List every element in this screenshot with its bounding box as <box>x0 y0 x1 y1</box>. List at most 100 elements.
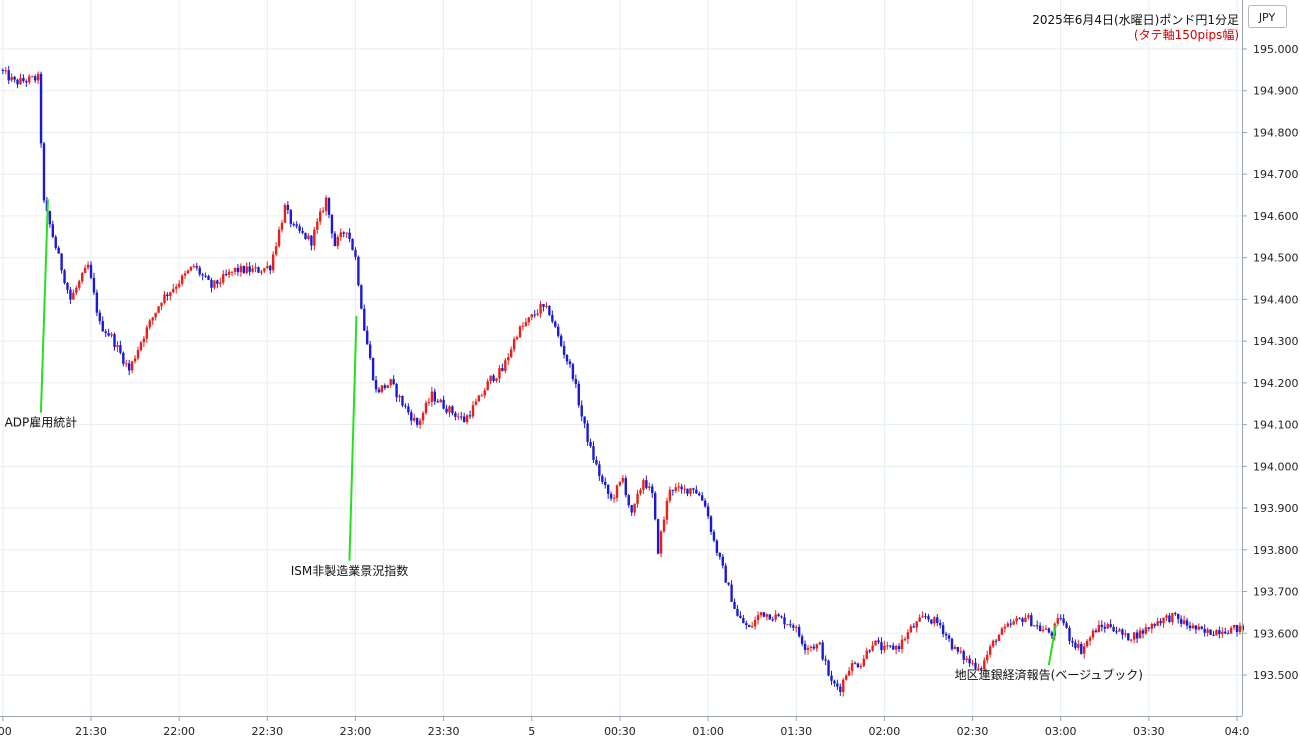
candle <box>116 341 119 353</box>
candle <box>224 269 228 277</box>
candle-body <box>19 77 22 85</box>
candle <box>1056 613 1059 626</box>
candle <box>92 272 96 296</box>
candle-body <box>765 614 769 617</box>
candle <box>548 305 551 316</box>
candle-body <box>316 221 319 230</box>
candle-body <box>606 484 610 494</box>
candle-body <box>280 222 284 230</box>
candle-body <box>48 211 52 225</box>
candle-body <box>991 640 995 647</box>
candle-body <box>460 416 463 418</box>
candle-body <box>1106 624 1109 629</box>
candle <box>1159 618 1162 626</box>
candle-body <box>709 516 713 532</box>
candle-body <box>207 275 210 280</box>
candle-body <box>803 643 807 650</box>
candle <box>756 611 760 625</box>
candle <box>839 683 842 696</box>
candle <box>451 405 454 416</box>
candle <box>101 316 104 332</box>
candle <box>721 554 724 569</box>
candle-body <box>1188 625 1192 629</box>
candle-body <box>172 288 175 293</box>
candle-body <box>559 335 563 346</box>
candle-body <box>545 305 548 307</box>
candle-body <box>1212 634 1215 636</box>
candle-body <box>580 405 583 417</box>
candle <box>392 375 395 386</box>
candle-body <box>595 459 598 465</box>
candle-body <box>574 379 578 384</box>
candle-body <box>953 646 957 650</box>
candle-body <box>333 233 337 247</box>
candle <box>336 234 340 250</box>
candle-body <box>483 390 486 396</box>
candle-body <box>680 486 683 490</box>
candle <box>636 489 639 508</box>
candle <box>169 291 172 301</box>
candle-body <box>686 488 689 494</box>
candle <box>1085 639 1089 648</box>
candle-body <box>410 412 413 421</box>
candle-body <box>245 266 248 273</box>
candle <box>1127 633 1130 641</box>
candle <box>80 271 84 284</box>
candle-body <box>880 642 883 651</box>
candle <box>501 363 504 372</box>
candle <box>818 641 821 646</box>
candle-body <box>1021 618 1024 622</box>
candle <box>606 484 610 499</box>
candle <box>980 666 983 674</box>
candle <box>1097 620 1101 633</box>
candle-body <box>941 625 945 634</box>
candle-body <box>548 305 551 315</box>
candle-body <box>1030 615 1033 627</box>
candle-body <box>1059 618 1062 620</box>
candle-body <box>374 380 378 390</box>
candle-body <box>636 493 639 504</box>
candle-body <box>1218 630 1221 635</box>
candle-body <box>298 226 301 231</box>
candle <box>177 280 181 289</box>
candle-body <box>759 612 763 616</box>
candle <box>768 614 771 620</box>
candle <box>474 398 478 406</box>
candle-body <box>75 287 78 293</box>
candle <box>54 234 57 250</box>
candle-body <box>321 210 325 212</box>
candle <box>371 357 375 382</box>
candle <box>113 332 116 351</box>
candle <box>157 305 160 314</box>
candle-body <box>659 531 663 554</box>
candle <box>1047 627 1051 634</box>
candle <box>1203 624 1206 637</box>
x-tick-label: 5 <box>528 725 535 738</box>
candle <box>1177 613 1180 624</box>
candle-body <box>1191 625 1195 629</box>
candle-body <box>692 488 695 490</box>
candle-body <box>698 493 701 496</box>
candle-body <box>668 489 672 501</box>
candle-body <box>950 638 954 650</box>
candle <box>183 270 187 280</box>
candle <box>627 494 630 508</box>
candle <box>927 613 930 622</box>
candle <box>454 411 457 421</box>
candle-body <box>774 614 777 620</box>
candle <box>668 486 672 504</box>
candle <box>433 388 436 405</box>
candle-body <box>89 264 93 278</box>
candle <box>542 303 545 312</box>
candle-body <box>1130 639 1133 641</box>
candle <box>307 233 310 241</box>
chart-title: 2025年6月4日(水曜日)ポンド円1分足 <box>1032 13 1239 27</box>
candle <box>1150 622 1153 634</box>
y-tick-label: 194.600 <box>1253 210 1299 223</box>
candle-body <box>962 651 965 660</box>
candle-body <box>1091 630 1095 638</box>
candle-body <box>827 660 830 676</box>
candle-body <box>865 650 868 659</box>
candle-body <box>701 495 704 501</box>
candle-body <box>542 304 545 307</box>
